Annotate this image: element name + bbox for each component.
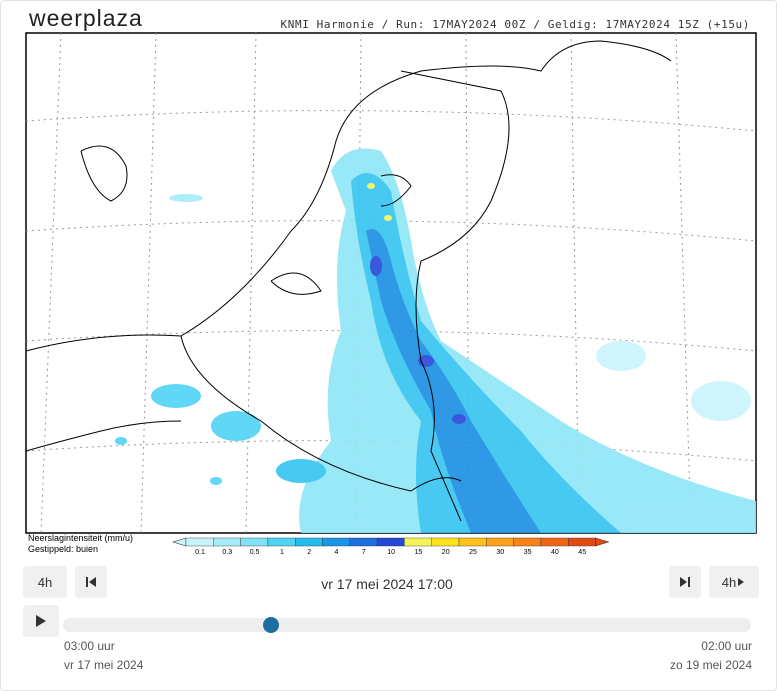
legend-start-arrow	[171, 537, 187, 547]
legend-label: 0.1	[195, 549, 205, 556]
back-step-button[interactable]: 4h	[23, 566, 67, 598]
start-time: 03:00 uur	[64, 639, 115, 653]
legend-end-arrow	[595, 537, 610, 547]
legend-swatch	[295, 537, 323, 547]
first-button[interactable]	[75, 566, 107, 598]
end-time: 02:00 uur	[701, 639, 752, 653]
legend-label: 2	[307, 549, 311, 556]
legend-swatch	[458, 537, 487, 547]
legend-swatch	[185, 537, 214, 547]
run-info: KNMI Harmonie / Run: 17MAY2024 00Z / Gel…	[280, 18, 750, 31]
legend-swatch	[540, 537, 569, 547]
icon	[86, 577, 96, 587]
legend-swatch	[486, 537, 514, 547]
icon	[738, 578, 745, 586]
legend-label: 35	[524, 549, 532, 556]
legend-label: 1	[280, 549, 284, 556]
last-button[interactable]	[669, 566, 701, 598]
legend-label: 25	[469, 549, 477, 556]
legend-subtitle: Gestippeld: buien	[28, 544, 98, 554]
forward-step-label: 4h	[721, 574, 737, 590]
legend-label: 7	[362, 549, 366, 556]
legend-swatch	[513, 537, 542, 547]
legend-swatch	[322, 537, 350, 547]
legend-swatch	[213, 537, 241, 547]
legend-swatch	[349, 537, 378, 547]
end-date: zo 19 mei 2024	[669, 658, 752, 672]
legend-label: 30	[496, 549, 504, 556]
legend-title: Neerslagintensiteit (mm/u)	[28, 533, 133, 543]
legend-label: 15	[415, 549, 423, 556]
legend-swatch	[568, 537, 596, 547]
legend-swatch	[376, 537, 405, 547]
timeline-thumb[interactable]	[263, 617, 279, 633]
legend-label: 40	[551, 549, 559, 556]
legend-label: 0.5	[250, 549, 260, 556]
forward-step-button[interactable]: 4h	[709, 566, 759, 598]
legend-label: 10	[387, 549, 395, 556]
legend-swatch	[404, 537, 432, 547]
legend-label: 4	[335, 549, 339, 556]
legend-label: 20	[442, 549, 450, 556]
icon	[36, 615, 46, 627]
start-date: vr 17 mei 2024	[64, 658, 144, 672]
current-time: vr 17 mei 2024 17:00	[321, 576, 453, 592]
icon	[680, 577, 690, 587]
timeline-track[interactable]	[63, 618, 751, 632]
logo: weerplaza	[29, 5, 143, 31]
legend-swatch	[267, 537, 296, 547]
legend-swatch	[431, 537, 460, 547]
legend-label: 0.3	[222, 549, 232, 556]
legend-swatch	[240, 537, 269, 547]
legend-label: 45	[578, 549, 586, 556]
play-button[interactable]	[23, 605, 59, 637]
